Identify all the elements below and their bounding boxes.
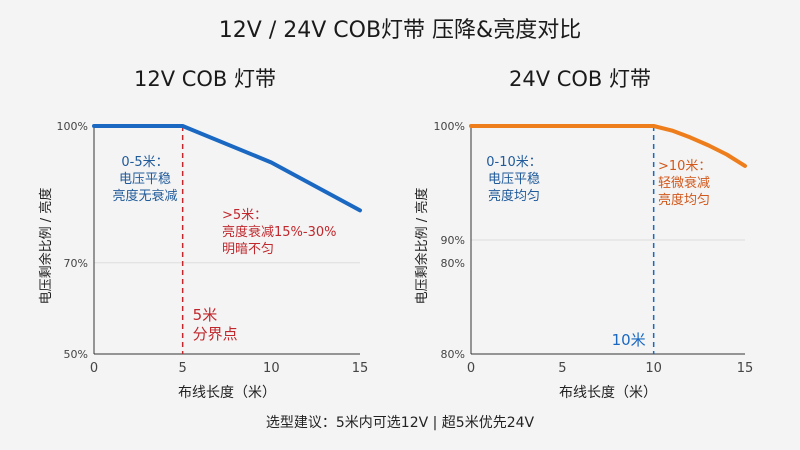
chart2-annotation-right: 亮度均匀 (658, 192, 710, 208)
chart2-x-axis-label: 布线长度（米） (559, 385, 657, 401)
chart2-annotation-left: 0-10米： (486, 155, 542, 170)
chart2-y-tick-label: 80% (441, 257, 465, 270)
chart1-y-tick-label: 100% (57, 120, 88, 133)
chart2-annotation-right: >10米： (658, 159, 711, 174)
chart1-threshold-label: 分界点 (193, 325, 238, 343)
chart1-annotation-left: 0-5米： (121, 155, 168, 170)
chart1-y-tick-label: 70% (64, 257, 88, 270)
chart2-y-tick-label: 100% (434, 120, 465, 133)
recommendation-footer: 选型建议：5米内可选12V | 超5米优先24V (265, 415, 535, 431)
chart1-x-tick-label: 10 (263, 361, 280, 376)
chart1-annotation-right: 亮度衰减15%-30% (222, 224, 336, 240)
chart2-x-tick-label: 10 (645, 361, 662, 376)
chart2-annotation-left: 亮度均匀 (488, 188, 540, 204)
chart2-x-tick-label: 5 (558, 361, 566, 376)
page-title: 12V / 24V COB灯带 压降&亮度对比 (218, 18, 582, 43)
chart1-y-axis-label: 电压剩余比例 / 亮度 (38, 188, 54, 305)
chart1-annotation-right: >5米： (222, 208, 267, 223)
chart2-threshold-label: 10米 (612, 331, 646, 349)
chart1-title: 12V COB 灯带 (134, 67, 276, 91)
chart2-y-tick-label: 90% (441, 234, 465, 247)
chart2-y-tick-label: 80% (441, 348, 465, 361)
chart1-x-axis-label: 布线长度（米） (178, 385, 276, 401)
chart1-threshold-label: 5米 (193, 306, 218, 324)
chart2-annotation-right: 轻微衰减 (658, 175, 710, 191)
chart2-x-tick-label: 0 (467, 361, 475, 376)
chart1-annotation-left: 电压平稳 (119, 171, 171, 187)
chart1-x-tick-label: 0 (90, 361, 98, 376)
chart2-x-tick-label: 15 (737, 361, 754, 376)
chart2-title: 24V COB 灯带 (509, 67, 651, 91)
chart1-annotation-right: 明暗不匀 (222, 242, 274, 257)
chart1-annotation-left: 亮度无衰减 (112, 188, 177, 204)
chart1-y-tick-label: 50% (64, 348, 88, 361)
chart1-x-tick-label: 15 (352, 361, 369, 376)
chart2-y-axis-label: 电压剩余比例 / 亮度 (414, 188, 430, 305)
chart1-x-tick-label: 5 (179, 361, 187, 376)
chart1-series-line (92, 124, 362, 213)
chart2-series-line (469, 124, 747, 168)
chart2-annotation-left: 电压平稳 (488, 171, 540, 187)
